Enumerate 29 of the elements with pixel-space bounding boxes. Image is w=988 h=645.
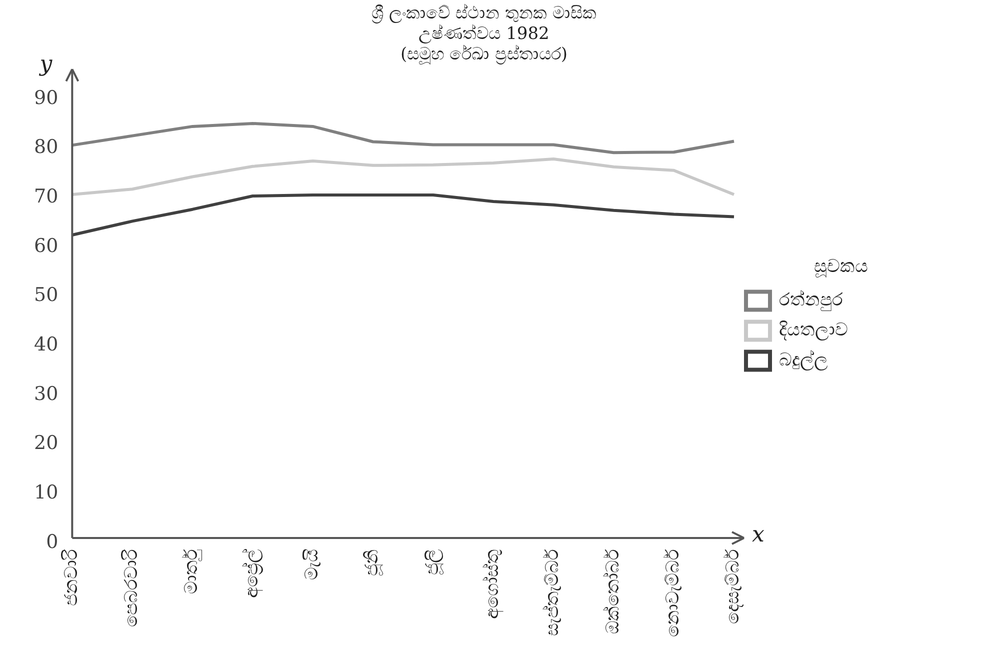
- x-tick-label: අප්‍රේල්: [241, 549, 264, 598]
- y-tick-label: 0: [46, 530, 58, 553]
- y-tick-label: 20: [34, 432, 58, 454]
- y-tick-label: 70: [34, 186, 58, 208]
- x-tick-label: දෙසැම්බර්: [722, 549, 744, 624]
- x-tick-label: ජූනි: [362, 549, 383, 576]
- chart-title: ශ්‍රී ලංකාවේ ස්ථාන තුනක මාසික උෂ්ණත්වය 1982 (සමූහ රේඛා ප්‍රස්තායර): [372, 4, 596, 64]
- x-tick-label: අගෝස්තු: [482, 549, 504, 619]
- y-tick-label: 30: [34, 382, 58, 405]
- legend-label: බදුල්ල: [779, 349, 828, 370]
- legend-label: රත්නපුර: [779, 289, 843, 310]
- x-tick-label: සැප්තැම්බර්: [542, 549, 564, 636]
- legend-label: දියතලාව: [779, 319, 848, 340]
- y-tick-label: 10: [34, 482, 58, 504]
- y-tick-label: 50: [34, 284, 58, 306]
- y-axis-title: y: [38, 52, 53, 77]
- y-tick-label: 60: [34, 234, 58, 257]
- x-tick-label: පෙබරවාරි: [121, 549, 142, 627]
- x-tick-label: ජූලි: [422, 549, 443, 575]
- x-tick-label: ඔක්තෝබර්: [602, 549, 624, 634]
- y-tick-label: 40: [34, 334, 58, 356]
- x-tick-label: මැයි: [302, 549, 323, 580]
- y-tick-label: 90: [34, 86, 58, 109]
- x-tick-label: මාර්තු: [181, 549, 202, 594]
- y-tick-label: 80: [34, 136, 58, 158]
- x-tick-label: නොවැම්බර්: [662, 549, 684, 637]
- legend-title: සූචකය: [814, 256, 868, 277]
- x-axis-title: x: [752, 522, 765, 548]
- x-tick-label: ජනවාරි: [60, 549, 82, 606]
